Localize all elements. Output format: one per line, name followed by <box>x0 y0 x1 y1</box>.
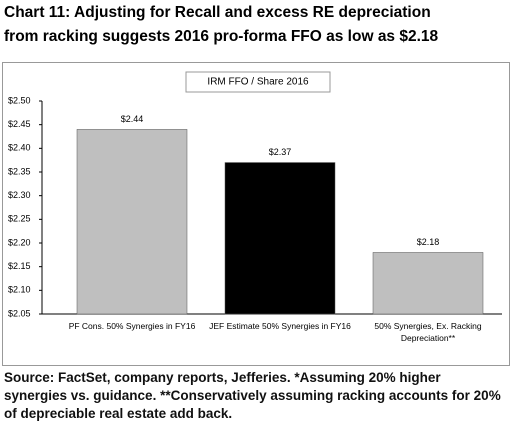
y-tick-label: $2.50 <box>8 95 31 105</box>
y-tick-label: $2.40 <box>8 143 31 153</box>
bar <box>224 162 336 315</box>
value-label: $2.44 <box>121 114 144 124</box>
x-tick-label: PF Cons. 50% Synergies in FY16 <box>68 321 196 331</box>
y-tick-label: $2.30 <box>8 190 31 200</box>
subtitle-box <box>185 71 331 93</box>
value-label: $2.18 <box>417 237 440 247</box>
y-tick-label: $2.15 <box>8 261 31 271</box>
y-tick-label: $2.35 <box>8 166 31 176</box>
x-tick-label: 50% Synergies, Ex. Racking Depreciation*… <box>374 321 482 343</box>
y-tick-label: $2.05 <box>8 308 31 318</box>
value-label: $2.37 <box>269 147 292 157</box>
y-tick-label: $2.25 <box>8 214 31 224</box>
y-tick-label: $2.20 <box>8 237 31 247</box>
x-tick-label: JEF Estimate 50% Synergies in FY16 <box>209 321 351 331</box>
bar <box>372 252 484 315</box>
y-tick-label: $2.10 <box>8 285 31 295</box>
chart-title: Chart 11: Adjusting for Recall and exces… <box>4 4 431 21</box>
source-note: Source: FactSet, company reports, Jeffer… <box>4 370 501 421</box>
chart-title: from racking suggests 2016 pro-forma FFO… <box>4 28 439 45</box>
chart-frame <box>2 62 510 366</box>
chart-subtitle: IRM FFO / Share 2016 <box>207 77 309 88</box>
chart: IRM FFO / Share 2016 $2.05 $2.10 $2.15 $2.2… <box>2 62 510 366</box>
bar <box>76 129 188 315</box>
y-tick-label: $2.45 <box>8 119 31 129</box>
